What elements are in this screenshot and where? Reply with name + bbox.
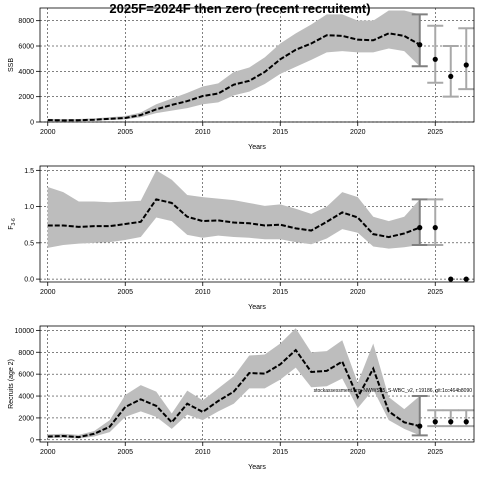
y-tick-label: 0	[30, 120, 34, 127]
y-tick-label: 10000	[15, 328, 35, 335]
forecast-point	[448, 419, 454, 425]
y-tick-label: 8000	[18, 350, 34, 357]
plot-frame	[39, 165, 475, 283]
x-axis-label: Years	[248, 304, 266, 311]
x-tick-label: 2005	[117, 129, 133, 136]
forecast-point	[463, 419, 469, 425]
x-tick-label: 2000	[40, 129, 56, 136]
x-tick-label: 2000	[40, 449, 56, 456]
data-point	[417, 42, 423, 48]
confidence-band	[47, 10, 420, 122]
x-tick-label: 2025	[427, 129, 443, 136]
y-tick-label: 2000	[18, 415, 34, 422]
y-axis-label: Recruits (age 2)	[8, 359, 15, 409]
forecast-point	[432, 419, 438, 425]
chart-panels: 2000 2005 2010 2015 2020 2025 0 2000 4000 6000 800…	[8, 7, 475, 471]
x-tick-label: 2010	[195, 129, 211, 136]
y-axis-label: SSB	[8, 58, 15, 72]
estimate-line	[47, 198, 421, 239]
y-tick-label: 6000	[18, 372, 34, 379]
forecast-point	[463, 276, 469, 282]
y-axis-label: F3-6	[8, 218, 17, 230]
y-tick-label: 6000	[18, 44, 34, 51]
forecast-point	[448, 276, 454, 282]
data-point	[417, 225, 423, 231]
x-axis-label: Years	[248, 464, 266, 471]
y-tick-label: 0.5	[24, 240, 34, 247]
y-tick-label: 0	[30, 437, 34, 444]
x-tick-label: 2025	[427, 289, 443, 296]
confidence-band	[47, 328, 420, 439]
forecast-point	[432, 225, 438, 231]
plot-frame	[39, 7, 475, 123]
plot-frame	[39, 325, 475, 443]
y-axis-label-subscript: 3-6	[11, 218, 17, 225]
x-tick-label: 2015	[272, 129, 288, 136]
x-tick-label: 2025	[427, 449, 443, 456]
x-axis-label: Years	[248, 144, 266, 151]
x-tick-label: 2015	[272, 289, 288, 296]
x-tick-label: 2020	[350, 449, 366, 456]
y-tick-label: 4000	[18, 394, 34, 401]
chart-title: 2025F=2024F then zero (recent recruitemt…	[109, 1, 370, 16]
annotation-text: stockassessment.org, NWWS25_S-WBC_v2, r:…	[314, 388, 473, 394]
estimate-line	[47, 32, 421, 122]
data-point	[417, 423, 423, 429]
y-tick-label: 0.0	[24, 277, 34, 284]
panel-1: 2000 2005 2010 2015 2020 2025 0 2000 4000 6000 800…	[8, 7, 475, 151]
x-tick-label: 2020	[350, 129, 366, 136]
y-tick-label: 1.5	[24, 168, 34, 175]
panel-3: 2000 2005 2010 2015 2020 2025 0 2000 4000 6000 800…	[8, 325, 475, 471]
x-tick-label: 2000	[40, 289, 56, 296]
y-tick-label: 1.0	[24, 204, 34, 211]
x-tick-label: 2015	[272, 449, 288, 456]
y-tick-label: 2000	[18, 94, 34, 101]
estimate-line	[47, 348, 420, 439]
y-tick-label: 4000	[18, 69, 34, 76]
x-tick-label: 2005	[117, 289, 133, 296]
forecast-point	[448, 73, 454, 79]
confidence-band	[47, 170, 420, 249]
forecast-point	[432, 56, 438, 62]
y-tick-label: 8000	[18, 18, 34, 25]
x-tick-label: 2020	[350, 289, 366, 296]
forecast-point	[463, 62, 469, 68]
panel-2: 2000 2005 2010 2015 2020 2025 0.0 0.5 1.0 1.5 Year…	[8, 165, 475, 311]
x-tick-label: 2005	[117, 449, 133, 456]
x-tick-label: 2010	[195, 289, 211, 296]
x-tick-label: 2010	[195, 449, 211, 456]
